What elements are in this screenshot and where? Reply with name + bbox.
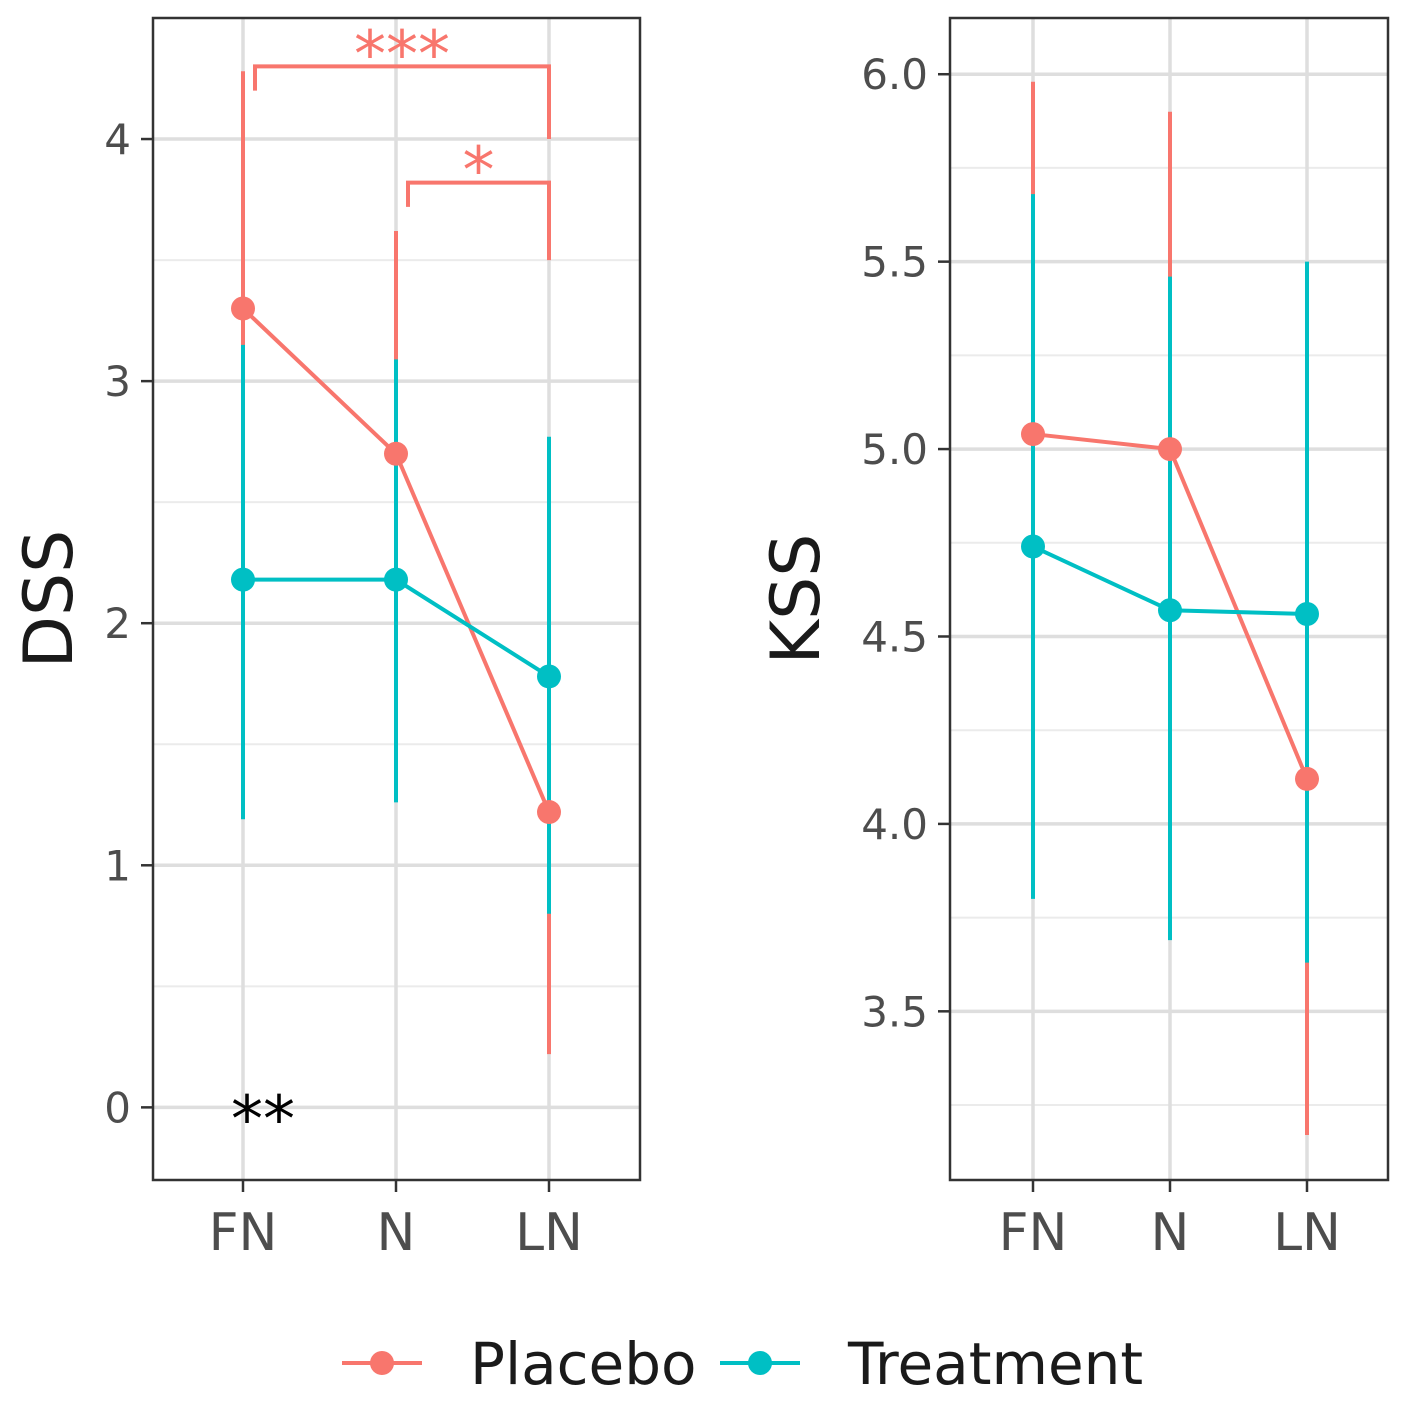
data-point-placebo xyxy=(1295,766,1319,791)
data-point-treatment xyxy=(231,567,255,592)
data-point-placebo xyxy=(231,296,255,321)
y-tick-label: 4 xyxy=(104,115,131,164)
significance-bracket xyxy=(253,64,551,140)
y-tick-label: 2 xyxy=(104,599,131,648)
y-tick-label: 0 xyxy=(104,1083,131,1132)
kss-panel: 3.5 4.0 4.5 5.0 5.5 6.0 FN N LN KSS xyxy=(757,16,1390,1263)
significance-bracket xyxy=(406,180,551,261)
x-tick-label: LN xyxy=(515,1203,583,1263)
data-point-treatment xyxy=(1295,601,1319,626)
x-tick-label: FN xyxy=(999,1203,1068,1263)
x-tick-label: LN xyxy=(1273,1203,1341,1263)
data-point-placebo xyxy=(537,800,561,825)
y-tick-label: 5.5 xyxy=(861,238,928,287)
legend-label-placebo: Placebo xyxy=(470,1330,697,1398)
significance-label: *** xyxy=(354,18,450,92)
y-tick-label: 6.0 xyxy=(861,50,928,99)
data-point-placebo xyxy=(1158,437,1182,462)
significance-label-corner: ** xyxy=(231,1083,295,1157)
y-tick-label: 1 xyxy=(104,841,131,890)
y-axis-title: KSS xyxy=(757,534,836,665)
x-tick-label: N xyxy=(1151,1203,1190,1263)
data-point-treatment xyxy=(1021,534,1045,559)
legend: Placebo Treatment xyxy=(342,1330,1143,1398)
data-point-placebo xyxy=(1021,422,1045,447)
y-tick-label: 4.5 xyxy=(861,612,928,661)
data-point-treatment xyxy=(384,567,408,592)
legend-key-point-treatment xyxy=(748,1351,772,1375)
x-tick-label: N xyxy=(377,1203,416,1263)
y-tick-label: 3.5 xyxy=(861,987,928,1036)
legend-label-treatment: Treatment xyxy=(847,1330,1143,1398)
x-tick-label: FN xyxy=(209,1203,278,1263)
legend-key-point-placebo xyxy=(370,1351,394,1375)
data-point-treatment xyxy=(1158,598,1182,623)
y-tick-label: 5.0 xyxy=(861,425,928,474)
significance-label: * xyxy=(463,135,495,209)
y-tick-label: 3 xyxy=(104,357,131,406)
data-point-treatment xyxy=(537,664,561,689)
y-tick-label: 4.0 xyxy=(861,800,928,849)
y-axis-title: DSS xyxy=(10,530,89,669)
data-point-placebo xyxy=(384,441,408,466)
